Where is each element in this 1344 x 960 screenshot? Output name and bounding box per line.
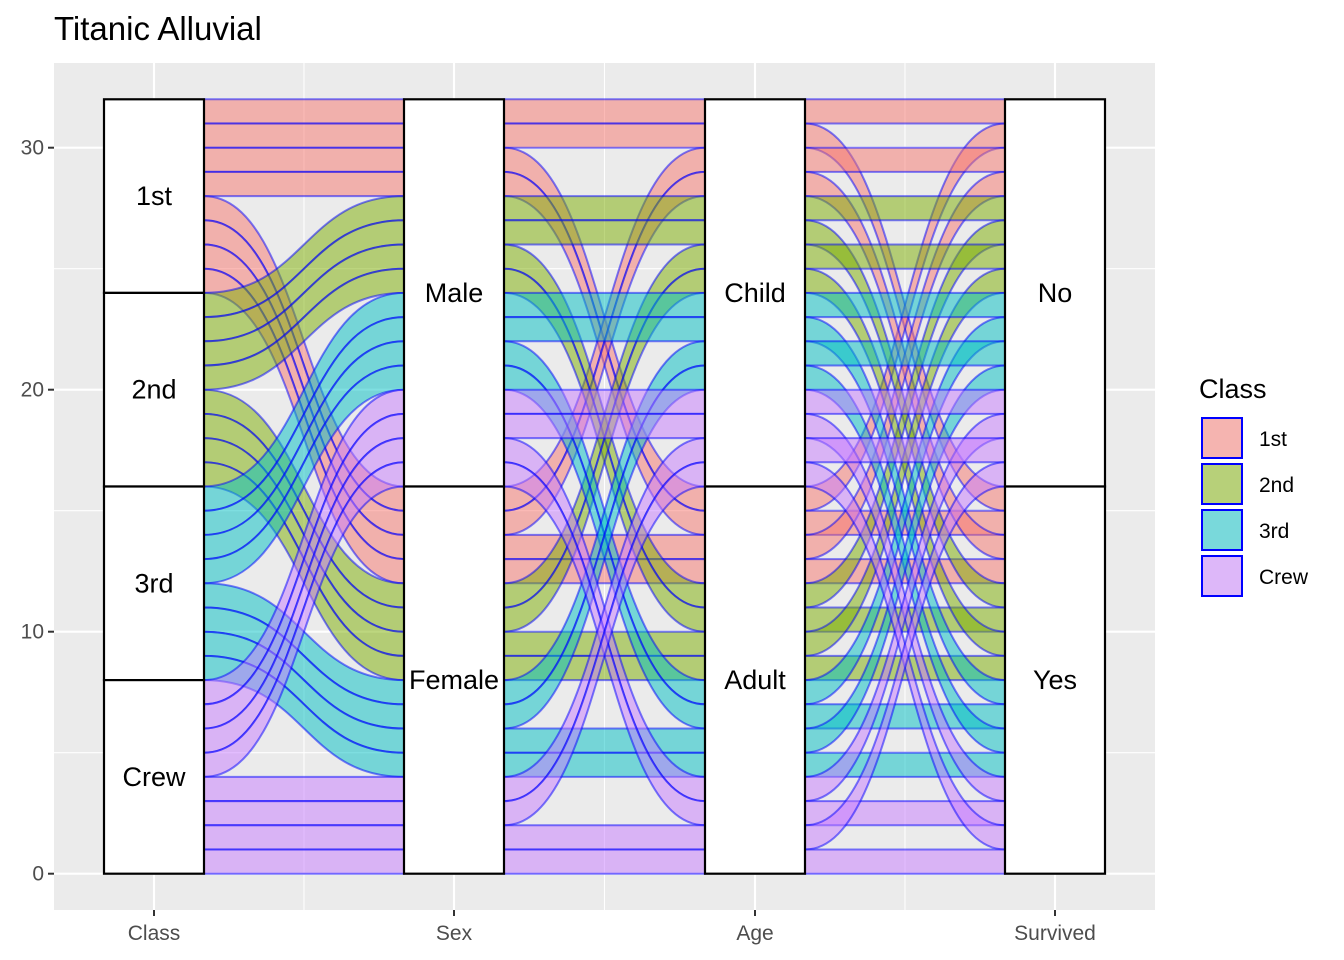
- x-tick-label: Class: [128, 922, 181, 945]
- stratum-sex-female: [402, 485, 506, 875]
- flow-2nd-male-child-no-1: [503, 195, 706, 222]
- flow-1st-male-child-yes-0: [203, 122, 405, 149]
- stratum-label: Female: [409, 665, 499, 695]
- flow-crew-female-adult-yes-2: [804, 848, 1006, 875]
- strata: 1st 2nd 3rd Crew Male Female Child Adult No Yes: [102, 98, 1107, 875]
- x-tick-label: Survived: [1014, 922, 1096, 945]
- x-tick-label: Sex: [436, 922, 473, 945]
- flow-1st-male-child-no-1: [503, 98, 706, 125]
- stratum-label: Child: [724, 278, 786, 308]
- axes: 0 10 20 30 Class Sex Age Survived: [21, 137, 1096, 945]
- stratum-survived-yes: [1003, 485, 1107, 875]
- flow-1st-male-child-no-2: [804, 98, 1006, 125]
- flow-3rd-male-child-no-1: [503, 291, 706, 319]
- flow-crew-female-child-no-0: [203, 775, 405, 803]
- flow-crew-female-adult-no-1: [503, 824, 706, 851]
- stratum-survived-no: [1003, 98, 1107, 488]
- flow-crew-male-child-no-1: [503, 388, 706, 415]
- flow-1st-male-adult-no-0: [203, 146, 405, 173]
- stratum-class-2nd: [102, 291, 206, 488]
- flow-1st-female-child-no-2: [804, 146, 1006, 173]
- stratum-label: Male: [425, 278, 484, 308]
- flow-1st-male-child-yes-1: [503, 122, 706, 149]
- legend-swatch-3rd: [1201, 509, 1243, 551]
- stratum-label: 1st: [136, 181, 173, 211]
- flows: [203, 98, 1006, 875]
- y-tick-label: 30: [21, 137, 44, 160]
- legend-label: 3rd: [1259, 520, 1289, 543]
- flow-3rd-female-adult-no-1: [503, 727, 706, 754]
- flow-crew-male-child-yes-1: [503, 412, 706, 440]
- flow-2nd-female-child-no-2: [804, 243, 1006, 270]
- flow-crew-male-child-no-2: [804, 388, 1006, 415]
- flow-1st-male-adult-yes-0: [203, 170, 405, 198]
- flow-1st-male-child-no-0: [203, 98, 405, 125]
- stratum-label: Adult: [724, 665, 786, 695]
- chart-title: Titanic Alluvial: [54, 10, 262, 47]
- stratum-label: Yes: [1033, 665, 1077, 695]
- flow-3rd-male-child-no-2: [804, 291, 1006, 319]
- stratum-class-1st: [102, 98, 206, 295]
- legend-label: Crew: [1259, 566, 1309, 589]
- y-tick-label: 0: [32, 863, 44, 886]
- flow-2nd-male-child-no-2: [804, 195, 1006, 222]
- legend-swatch-2nd: [1201, 463, 1243, 505]
- flow-crew-female-adult-yes-1: [503, 848, 706, 875]
- y-tick-label: 20: [21, 379, 44, 402]
- stratum-sex-male: [402, 98, 506, 488]
- x-tick-label: Age: [736, 922, 773, 945]
- stratum-label: 2nd: [131, 375, 176, 405]
- legend-title: Class: [1199, 374, 1267, 404]
- legend-swatch-1st: [1201, 417, 1243, 459]
- stratum-class-3rd: [102, 485, 206, 682]
- y-tick-label: 10: [21, 621, 44, 644]
- flow-crew-female-child-yes-0: [203, 800, 405, 827]
- flow-crew-female-adult-yes-0: [203, 848, 405, 875]
- stratum-label: Crew: [122, 762, 186, 792]
- flow-crew-female-child-no-2: [804, 437, 1006, 464]
- stratum-class-crew: [102, 678, 206, 875]
- flow-2nd-male-child-yes-1: [503, 219, 706, 246]
- stratum-label: 3rd: [134, 568, 173, 598]
- stratum-label: No: [1038, 278, 1073, 308]
- flow-3rd-male-child-yes-1: [503, 316, 706, 343]
- flow-crew-female-adult-no-0: [203, 824, 405, 851]
- legend: Class 1st 2nd 3rd Crew: [1199, 374, 1309, 597]
- legend-swatch-crew: [1201, 555, 1243, 597]
- stratum-age-adult: [703, 485, 807, 875]
- stratum-age-child: [703, 98, 807, 488]
- flow-3rd-female-child-no-2: [804, 340, 1006, 367]
- legend-label: 2nd: [1259, 474, 1294, 497]
- legend-label: 1st: [1259, 428, 1287, 451]
